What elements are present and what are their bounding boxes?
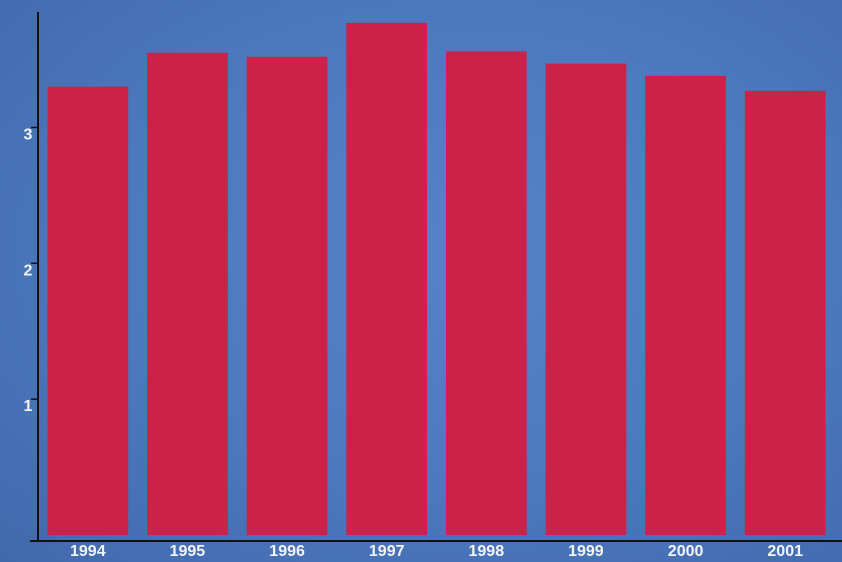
x-tick-label-2001: 2001 — [767, 543, 803, 560]
bar-1996 — [246, 56, 328, 536]
x-labels-group: 1994 1995 1996 1997 1998 1999 2000 2001 — [70, 543, 803, 560]
bar-2001 — [744, 90, 826, 536]
y-ticks-group: 1 2 3 — [24, 127, 38, 415]
bar-1997 — [346, 22, 427, 535]
y-tick-label-1: 1 — [24, 398, 33, 415]
x-tick-label-1994: 1994 — [70, 543, 106, 560]
bars-group — [47, 22, 826, 536]
x-tick-label-1999: 1999 — [568, 543, 604, 560]
x-tick-label-1996: 1996 — [269, 543, 305, 560]
bar-2000 — [645, 75, 726, 536]
bar-1995 — [147, 52, 228, 536]
x-tick-label-1995: 1995 — [170, 543, 206, 560]
bar-1998 — [446, 51, 527, 536]
x-tick-label-1998: 1998 — [469, 543, 505, 560]
x-tick-label-1997: 1997 — [369, 543, 405, 560]
y-tick-label-3: 3 — [24, 127, 33, 144]
y-tick-label-2: 2 — [24, 262, 33, 279]
bar-1999 — [545, 63, 627, 535]
x-tick-label-2000: 2000 — [668, 543, 704, 560]
bar-1994 — [47, 86, 129, 535]
